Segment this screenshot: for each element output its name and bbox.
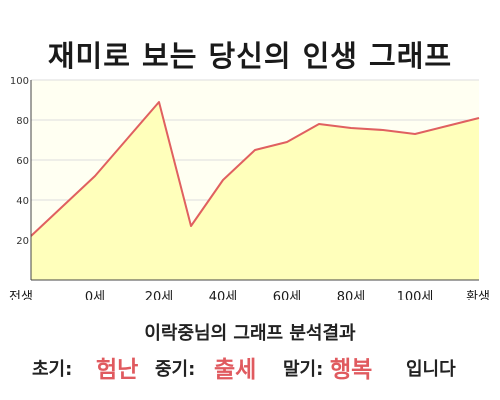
closing-text: 입니다 [406,359,456,380]
x-tick-label: 60세 [273,290,302,300]
x-tick-label: 0세 [85,290,105,300]
middle-stage-label: 중기: [155,359,196,380]
x-tick-label: 100세 [397,290,434,300]
late-stage-label: 말기: [283,359,324,380]
y-tick-labels: 20 40 60 80 100 [10,76,29,247]
middle-stage-value: 출세 [214,357,257,383]
x-tick-label: 80세 [337,290,366,300]
x-tick-label: 20세 [145,290,174,300]
early-stage-value: 험난 [96,357,139,383]
x-tick-labels: 전생 0세 20세 40세 60세 80세 100세 환생 [9,290,490,300]
x-tick-label: 전생 [9,290,33,300]
x-tick-label: 환생 [466,290,490,300]
series-line [30,101,480,237]
y-tick-label: 40 [16,196,29,207]
analysis-result: 초기: 험난 중기: 출세 말기: 행복 입니다 [0,345,500,385]
y-tick-label: 60 [16,156,29,167]
y-tick-label: 20 [16,236,29,247]
y-tick-label: 80 [16,116,29,127]
chart-title: 재미로 보는 당신의 인생 그래프 [47,39,453,73]
late-stage-value: 행복 [330,357,373,383]
early-stage-label: 초기: [32,359,73,380]
area-fill [31,102,479,280]
analysis-caption: 이락중님의 그래프 분석결과 [144,323,356,344]
y-tick-label: 100 [10,76,29,87]
life-area-chart: 20 40 60 80 100 전생 0세 20세 40세 60세 80세 100세 환생 [9,76,490,300]
x-tick-label: 40세 [209,290,238,300]
